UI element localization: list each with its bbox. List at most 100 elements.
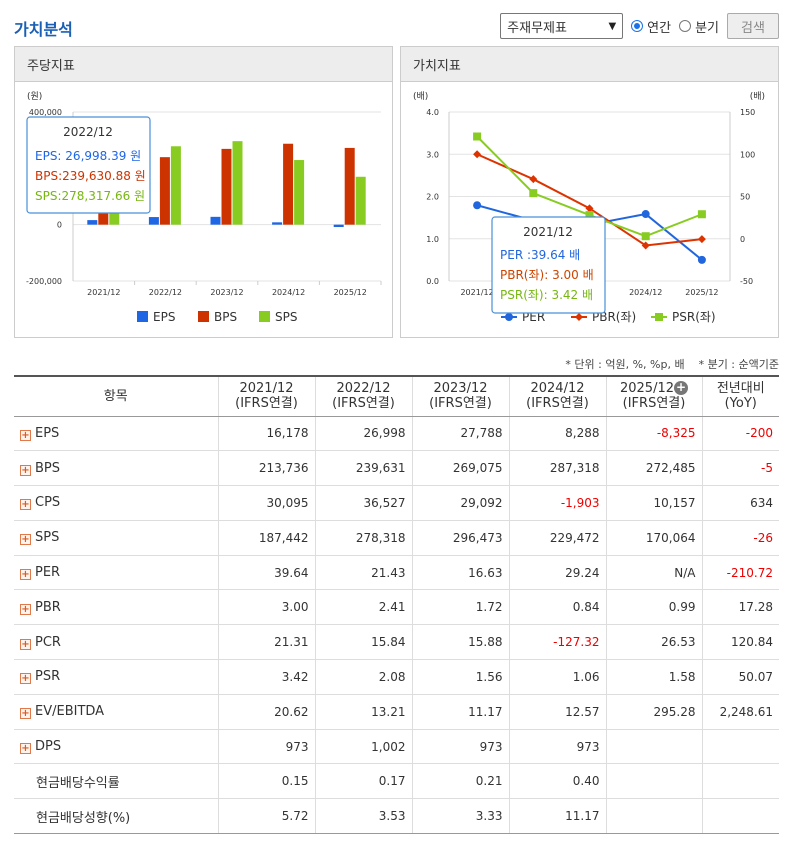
valuation-line-chart: (배) (배) 4.0 3.0 2.0 1.0 0.0 150 100 50 0 -50 2021/12…: [413, 91, 765, 324]
row-label-cell[interactable]: + BPS: [14, 450, 218, 487]
point-per[interactable]: [473, 201, 482, 210]
value-cell: 0.40: [508, 763, 606, 800]
row-label-cell[interactable]: + PBR: [14, 589, 218, 626]
value-cell: 170,064: [605, 520, 702, 556]
bar-sps[interactable]: [232, 141, 243, 225]
expand-plus-icon[interactable]: +: [20, 534, 31, 546]
chevron-down-icon: ▼: [608, 20, 617, 32]
radio-quarter[interactable]: 분기: [679, 17, 719, 36]
legend-swatch: [137, 311, 148, 322]
value-cell: 2.08: [314, 659, 412, 695]
value-cell: 229,472: [508, 520, 606, 556]
radio-unchecked-icon[interactable]: [679, 20, 692, 32]
point-psr[interactable]: [473, 132, 482, 141]
expand-plus-icon[interactable]: +: [20, 429, 31, 441]
row-label-cell[interactable]: + PSR: [14, 659, 218, 695]
header-period: 2022/12 (IFRS연결): [314, 375, 412, 417]
bar-bps[interactable]: [344, 147, 355, 225]
legend-label[interactable]: BPS: [214, 310, 237, 324]
row-label: PSR: [35, 669, 61, 685]
table-row: + EV/EBITDA 20.62 13.21 11.17 12.57 295.28 2,24…: [14, 694, 779, 730]
add-column-icon[interactable]: +: [674, 380, 688, 396]
legend-swatch: [198, 311, 209, 322]
expand-plus-icon[interactable]: +: [20, 743, 31, 755]
table-row: + PSR 3.42 2.08 1.56 1.06 1.58 50.07: [14, 659, 779, 695]
value-cell: [605, 763, 702, 800]
row-label: PBR: [35, 599, 61, 615]
expand-plus-icon[interactable]: +: [20, 603, 31, 615]
x-tick-label: 2021/12: [87, 288, 120, 297]
bar-bps[interactable]: [221, 148, 232, 225]
point-pbr[interactable]: [585, 204, 594, 213]
value-cell: 29.24: [508, 555, 606, 591]
point-per[interactable]: [697, 255, 706, 264]
tooltip-line: PER :39.64 배: [500, 248, 580, 262]
bar-eps[interactable]: [148, 217, 159, 225]
expand-plus-icon[interactable]: +: [20, 673, 31, 685]
bar-bps[interactable]: [283, 143, 294, 225]
row-label: DPS: [35, 739, 62, 755]
row-label-cell[interactable]: + PCR: [14, 624, 218, 661]
bar-sps[interactable]: [294, 160, 305, 225]
value-cell: -5: [701, 450, 779, 487]
y-right-tick-label: -50: [740, 277, 753, 286]
legend-label[interactable]: EPS: [153, 310, 175, 324]
row-label-cell[interactable]: + EV/EBITDA: [14, 694, 218, 730]
header-line2: (IFRS연결): [332, 396, 395, 412]
row-label: EV/EBITDA: [35, 704, 105, 720]
point-psr[interactable]: [585, 211, 594, 220]
header-line1: 2021/12: [239, 381, 294, 397]
bar-eps[interactable]: [272, 222, 283, 225]
value-cell: 16.63: [411, 555, 509, 591]
point-pbr[interactable]: [641, 241, 650, 250]
header-line1: 2025/12 +: [607, 381, 702, 396]
bar-eps[interactable]: [333, 224, 344, 228]
expand-plus-icon[interactable]: +: [20, 569, 31, 581]
bar-eps[interactable]: [210, 216, 221, 225]
value-cell: 973: [217, 729, 315, 765]
value-cell: 295.28: [605, 694, 702, 730]
expand-plus-icon[interactable]: +: [20, 638, 31, 650]
report-type-value: 주재무제표: [507, 20, 567, 36]
point-psr[interactable]: [697, 210, 706, 219]
bar-eps[interactable]: [87, 220, 98, 225]
point-psr[interactable]: [641, 232, 650, 241]
legend-label[interactable]: SPS: [275, 310, 297, 324]
value-cell: 36,527: [314, 485, 412, 521]
header-period: 2024/12 (IFRS연결): [508, 375, 606, 417]
point-pbr[interactable]: [529, 175, 538, 184]
value-cell: 20.62: [217, 694, 315, 730]
value-cell: 3.53: [314, 798, 412, 835]
row-label-cell[interactable]: + EPS: [14, 416, 218, 452]
tooltip-title: 2022/12: [63, 125, 113, 139]
header-period: 전년대비 (YoY): [701, 375, 779, 417]
row-label-cell[interactable]: + CPS: [14, 485, 218, 521]
value-cell: 39.64: [217, 555, 315, 591]
row-label-cell[interactable]: + DPS: [14, 729, 218, 765]
search-button[interactable]: 검색: [727, 13, 779, 39]
point-pbr[interactable]: [697, 235, 706, 244]
row-label-cell[interactable]: + SPS: [14, 520, 218, 556]
row-label: BPS: [35, 460, 61, 476]
point-psr[interactable]: [529, 189, 538, 198]
value-cell: 11.17: [411, 694, 509, 730]
report-type-select[interactable]: 주재무제표 ▼: [500, 13, 624, 39]
radio-checked-icon[interactable]: [631, 20, 644, 32]
header-line2: (IFRS연결): [235, 396, 298, 412]
expand-plus-icon[interactable]: +: [20, 499, 31, 511]
legend-label[interactable]: PSR(좌): [672, 310, 716, 324]
expand-plus-icon[interactable]: +: [20, 464, 31, 476]
bar-sps[interactable]: [170, 146, 181, 225]
row-label-cell[interactable]: + PER: [14, 555, 218, 591]
value-cell: 239,631: [314, 450, 412, 487]
y-axis-right-unit: (배): [750, 91, 765, 102]
expand-plus-icon[interactable]: +: [20, 708, 31, 720]
point-pbr[interactable]: [473, 150, 482, 159]
radio-annual[interactable]: 연간: [631, 17, 671, 36]
header-line1: 2022/12: [336, 381, 391, 397]
bar-sps[interactable]: [355, 176, 366, 225]
value-cell: 187,442: [217, 520, 315, 556]
legend-marker: [655, 313, 663, 321]
point-per[interactable]: [641, 210, 650, 219]
bar-bps[interactable]: [159, 157, 170, 225]
